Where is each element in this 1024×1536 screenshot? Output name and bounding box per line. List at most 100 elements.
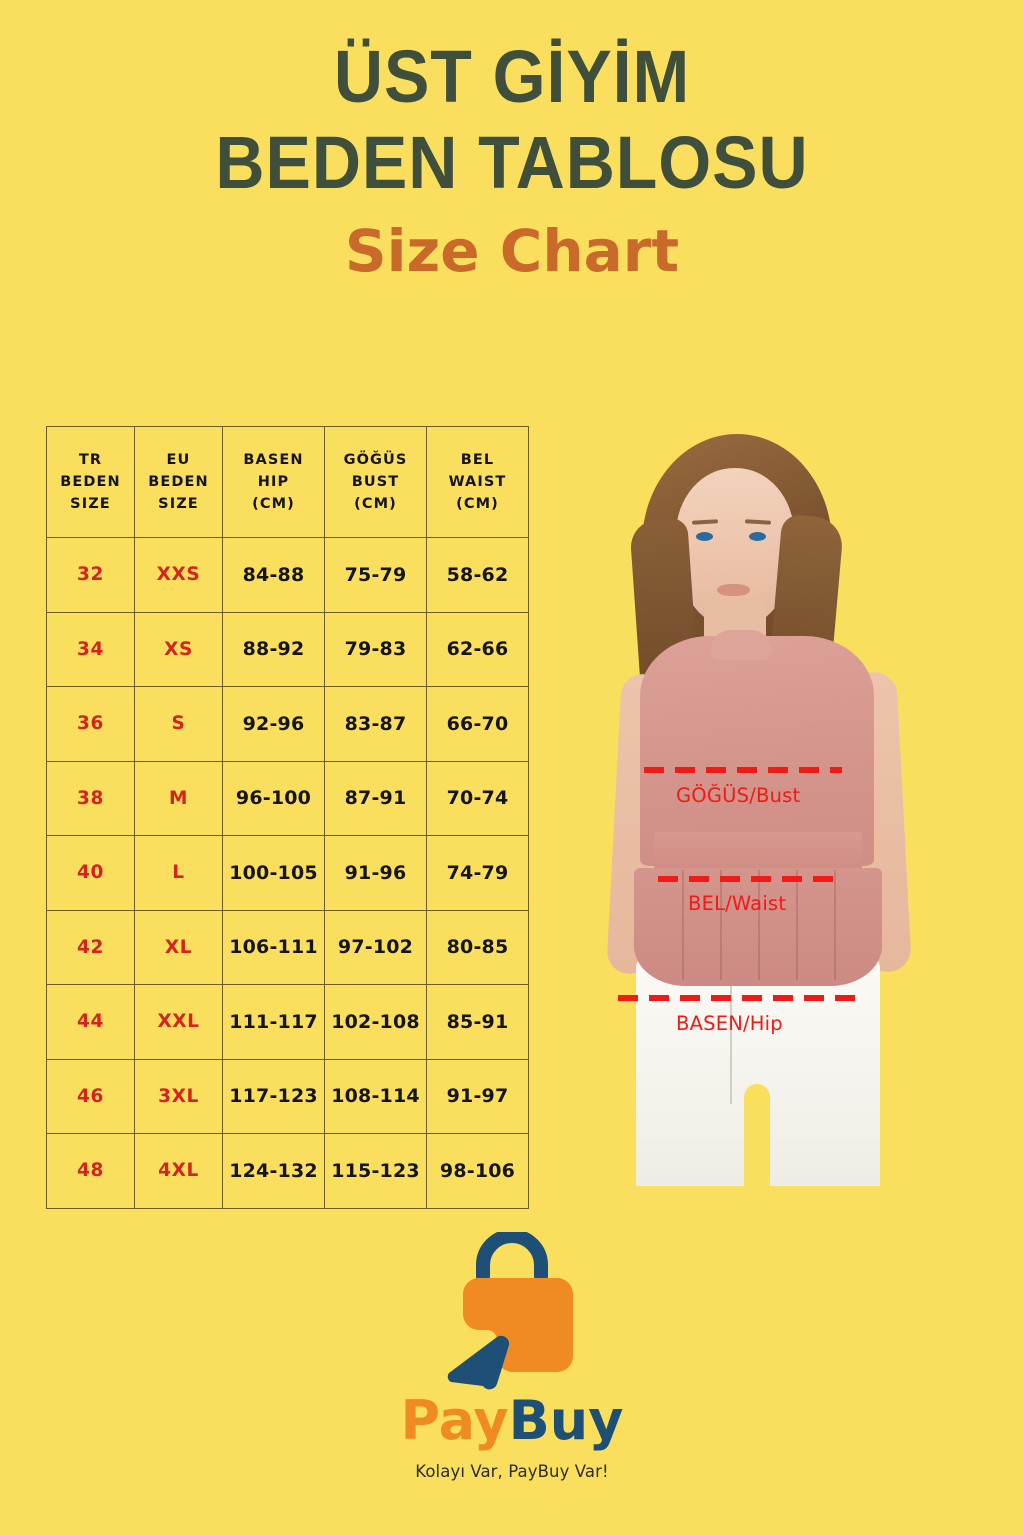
bag-handle-icon <box>476 1232 548 1283</box>
cell-waist: 91-97 <box>426 1058 529 1134</box>
header-line-1: EU <box>166 451 191 468</box>
model-eye-left <box>696 532 713 541</box>
table-row: 32 XXS 84-88 75-79 58-62 <box>46 537 529 613</box>
peplum-pleat <box>758 870 760 980</box>
cell-hip: 88-92 <box>222 611 325 687</box>
table-row: 34 XS 88-92 79-83 62-66 <box>46 611 529 687</box>
bust-measure-line <box>644 767 842 773</box>
cell-waist: 66-70 <box>426 686 529 762</box>
table-body: 32 XXS 84-88 75-79 58-62 34 XS 88-92 79-… <box>46 537 529 1209</box>
table-row: 42 XL 106-111 97-102 80-85 <box>46 909 529 985</box>
page-header: ÜST GİYİM BEDEN TABLOSU Size Chart <box>0 0 1024 280</box>
shopping-bag-icon <box>447 1232 573 1390</box>
peplum-pleat <box>834 870 836 980</box>
cell-waist: 62-66 <box>426 611 529 687</box>
header-line-2: HIP <box>257 473 290 490</box>
cell-waist: 74-79 <box>426 835 529 911</box>
cell-bust: 108-114 <box>324 1058 427 1134</box>
cell-eu-size: M <box>134 760 223 836</box>
cell-tr-size: 46 <box>46 1058 135 1134</box>
header-line-1: BASEN <box>243 451 304 468</box>
peplum-pleat <box>796 870 798 980</box>
cell-tr-size: 38 <box>46 760 135 836</box>
column-header-waist: BEL WAIST (CM) <box>426 426 529 538</box>
cell-tr-size: 42 <box>46 909 135 985</box>
page-subtitle: Size Chart <box>344 216 680 285</box>
cell-hip: 84-88 <box>222 537 325 613</box>
model-top-bodice <box>640 636 874 866</box>
cell-hip: 92-96 <box>222 686 325 762</box>
cell-eu-size: 4XL <box>134 1133 223 1209</box>
cell-bust: 97-102 <box>324 909 427 985</box>
trouser-leg-gap <box>744 1084 770 1186</box>
column-header-bust: GÖĞÜS BUST (CM) <box>324 426 427 538</box>
peplum-pleat <box>720 870 722 980</box>
cell-hip: 117-123 <box>222 1058 325 1134</box>
header-line-3: (CM) <box>354 496 397 513</box>
cell-bust: 115-123 <box>324 1133 427 1209</box>
header-line-3: SIZE <box>158 496 199 513</box>
size-chart-table-container: TR BEDEN SIZE EU BEDEN SIZE BASEN HIP (C… <box>46 426 529 1209</box>
bag-body-icon <box>463 1278 573 1372</box>
header-line-3: (CM) <box>252 496 295 513</box>
cell-bust: 91-96 <box>324 835 427 911</box>
hip-measure-label: BASEN/Hip <box>676 1012 783 1035</box>
table-header-row: TR BEDEN SIZE EU BEDEN SIZE BASEN HIP (C… <box>46 426 529 538</box>
hip-measure-line <box>618 995 866 1001</box>
brand-name: PayBuy <box>0 1394 1024 1448</box>
table-row: 38 M 96-100 87-91 70-74 <box>46 760 529 836</box>
header-line-2: BEDEN <box>148 473 209 490</box>
column-header-tr-size: TR BEDEN SIZE <box>46 426 135 538</box>
page-title-line2: BEDEN TABLOSU <box>215 120 809 204</box>
header-line-2: BEDEN <box>60 473 121 490</box>
brand-name-buy: Buy <box>508 1389 624 1452</box>
cell-hip: 124-132 <box>222 1133 325 1209</box>
trouser-seam <box>730 964 732 1104</box>
cell-tr-size: 48 <box>46 1133 135 1209</box>
column-header-hip: BASEN HIP (CM) <box>222 426 325 538</box>
cell-tr-size: 32 <box>46 537 135 613</box>
page-title-line1: ÜST GİYİM <box>333 35 691 118</box>
header-line-1: GÖĞÜS <box>343 451 408 468</box>
cell-hip: 111-117 <box>222 984 325 1060</box>
header-line-2: BUST <box>351 473 400 490</box>
model-top-collar <box>710 630 772 660</box>
cell-hip: 106-111 <box>222 909 325 985</box>
cell-tr-size: 44 <box>46 984 135 1060</box>
model-top-peplum <box>634 868 882 986</box>
header-line-1: TR <box>78 451 103 468</box>
cell-tr-size: 36 <box>46 686 135 762</box>
table-row: 40 L 100-105 91-96 74-79 <box>46 835 529 911</box>
peplum-pleat <box>682 870 684 980</box>
model-top-waistband <box>654 832 862 870</box>
cell-eu-size: XL <box>134 909 223 985</box>
cell-tr-size: 40 <box>46 835 135 911</box>
cell-waist: 98-106 <box>426 1133 529 1209</box>
model-eye-right <box>749 532 766 541</box>
cell-eu-size: L <box>134 835 223 911</box>
cell-waist: 70-74 <box>426 760 529 836</box>
model-photo: GÖĞÜS/Bust BEL/Waist BASEN/Hip <box>592 424 922 1186</box>
brand-name-pay: Pay <box>400 1389 509 1452</box>
table-row: 44 XXL 111-117 102-108 85-91 <box>46 984 529 1060</box>
cell-eu-size: XXL <box>134 984 223 1060</box>
cell-hip: 96-100 <box>222 760 325 836</box>
size-chart-table: TR BEDEN SIZE EU BEDEN SIZE BASEN HIP (C… <box>46 426 529 1209</box>
column-header-eu-size: EU BEDEN SIZE <box>134 426 223 538</box>
model-lips <box>717 584 750 596</box>
brand-logo: PayBuy Kolayı Var, PayBuy Var! <box>0 1232 1024 1481</box>
waist-measure-line <box>658 876 838 882</box>
bust-measure-label: GÖĞÜS/Bust <box>676 784 801 807</box>
cell-waist: 85-91 <box>426 984 529 1060</box>
cell-eu-size: XS <box>134 611 223 687</box>
cell-tr-size: 34 <box>46 611 135 687</box>
table-row: 36 S 92-96 83-87 66-70 <box>46 686 529 762</box>
table-row: 48 4XL 124-132 115-123 98-106 <box>46 1133 529 1209</box>
header-line-2: WAIST <box>448 473 507 490</box>
brand-tagline: Kolayı Var, PayBuy Var! <box>415 1462 609 1481</box>
header-line-1: BEL <box>460 451 495 468</box>
header-line-3: (CM) <box>456 496 499 513</box>
cell-waist: 58-62 <box>426 537 529 613</box>
cell-bust: 102-108 <box>324 984 427 1060</box>
cell-waist: 80-85 <box>426 909 529 985</box>
